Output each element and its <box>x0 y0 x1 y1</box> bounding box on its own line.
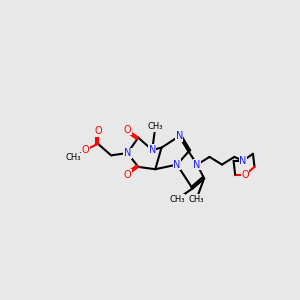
Text: O: O <box>124 125 131 135</box>
Text: CH₃: CH₃ <box>189 195 204 204</box>
Text: CH₃: CH₃ <box>148 122 163 131</box>
Text: O: O <box>124 169 131 180</box>
Text: N: N <box>239 156 247 166</box>
Text: N: N <box>176 131 183 141</box>
Text: O: O <box>242 169 249 180</box>
Text: N: N <box>124 148 131 158</box>
Text: N: N <box>194 160 201 170</box>
Text: CH₃: CH₃ <box>169 195 185 204</box>
Text: CH₃: CH₃ <box>65 153 81 162</box>
Text: N: N <box>148 145 156 155</box>
Text: O: O <box>94 127 102 136</box>
Text: N: N <box>173 160 181 170</box>
Text: O: O <box>82 145 89 155</box>
